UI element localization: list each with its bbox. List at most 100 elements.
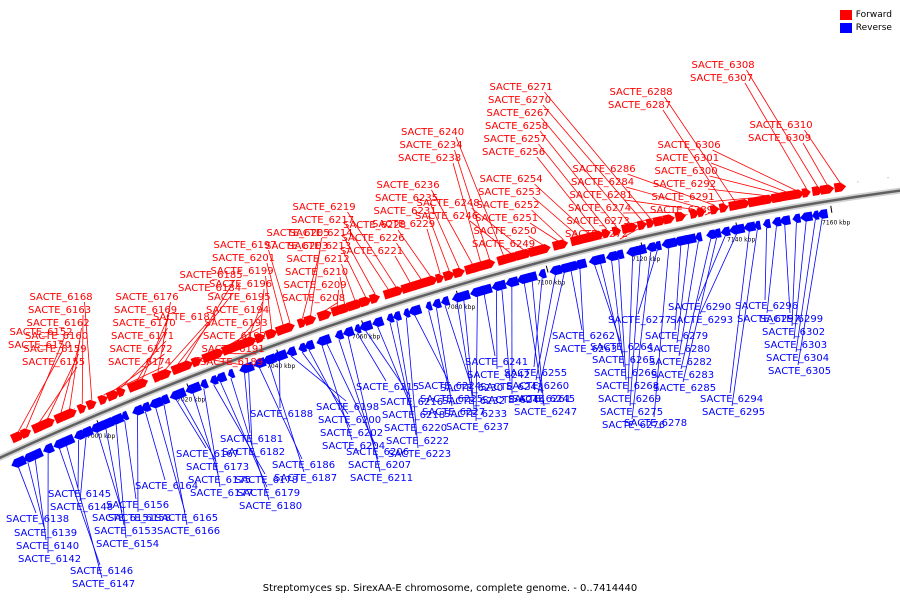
reverse-gene-label: SACTE_6166 [157, 526, 220, 537]
reverse-gene-label: SACTE_6299 [760, 314, 823, 325]
reverse-gene-label: SACTE_6242 [467, 370, 530, 381]
reverse-gene-label: SACTE_6268 [596, 381, 659, 392]
forward-label: Forward [855, 10, 892, 20]
reverse-gene-label: SACTE_6177 [190, 488, 253, 499]
reverse-gene-label: SACTE_6222 [386, 436, 449, 447]
forward-gene-arrow [238, 336, 257, 350]
reverse-gene-label: SACTE_6145 [48, 489, 111, 500]
axis-tick [830, 205, 833, 213]
reverse-gene-label: SACTE_6262 [552, 331, 615, 342]
reverse-gene-arrow [706, 229, 717, 240]
reverse-gene-label: SACTE_6187 [274, 473, 337, 484]
reverse-leader-line [678, 241, 699, 357]
forward-gene-arrow [662, 214, 675, 225]
gene-arrows [9, 182, 847, 468]
forward-gene-label: SACTE_6205 [267, 228, 330, 239]
reverse-gene-label: SACTE_6223 [388, 449, 451, 460]
legend-forward: Forward [839, 10, 892, 20]
forward-gene-label: SACTE_6309 [748, 133, 811, 144]
forward-gene-arrow [97, 394, 108, 406]
reverse-gene-arrow [613, 249, 625, 260]
forward-gene-label: SACTE_6310 [750, 120, 813, 131]
reverse-leader-line [797, 218, 823, 366]
reverse-leader-line [495, 290, 498, 370]
reverse-gene-arrow [403, 308, 411, 318]
reverse-gene-arrow [392, 310, 403, 321]
reverse-gene-arrow [779, 215, 792, 226]
reverse-gene-arrow [176, 387, 187, 398]
reverse-leader-line [653, 247, 670, 418]
reverse-gene-label: SACTE_6139 [14, 528, 77, 539]
axis-tick-label: 7000 kbp [87, 433, 115, 440]
reverse-gene-arrow [565, 260, 578, 272]
forward-gene-label: SACTE_6231 [374, 206, 437, 217]
forward-gene-arrow [756, 194, 775, 206]
forward-leader-line [69, 327, 82, 410]
reverse-gene-arrow [80, 425, 94, 438]
forward-leader-line [227, 327, 260, 346]
forward-leader-line [266, 262, 284, 326]
axis-tick-label: 7160 kbp [822, 220, 850, 227]
reverse-leader-line [27, 462, 45, 528]
reverse-gene-label: SACTE_6151 [92, 513, 155, 524]
reverse-gene-label: SACTE_6255 [504, 368, 567, 379]
reverse-gene-arrow [185, 381, 202, 394]
forward-leader-line [394, 255, 411, 284]
forward-gene-label: SACTE_6155 [22, 357, 85, 368]
reverse-gene-label: SACTE_6165 [155, 513, 218, 524]
reverse-gene-label: SACTE_6140 [16, 541, 79, 552]
reverse-leader-line [268, 363, 305, 473]
reverse-gene-arrow [635, 244, 648, 255]
reverse-gene-arrow [720, 226, 731, 237]
reverse-leader-line [377, 326, 413, 410]
forward-leader-line [746, 69, 819, 187]
forward-gene-arrow [442, 270, 455, 282]
reverse-leader-line [105, 428, 125, 526]
axis-tick-label: 7140 kbp [727, 236, 755, 243]
reverse-gene-label: SACTE_6295 [702, 407, 765, 418]
forward-leader-line [709, 175, 779, 194]
reverse-leader-line [537, 272, 565, 394]
forward-gene-arrow [718, 203, 729, 213]
forward-leader-line [541, 117, 631, 224]
forward-gene-label: SACTE_6217 [291, 215, 354, 226]
reverse-leader-line [180, 397, 217, 462]
forward-leader-line [528, 235, 544, 246]
forward-gene-label: SACTE_6162 [27, 318, 90, 329]
reverse-gene-label: SACTE_6280 [647, 344, 710, 355]
forward-gene-arrow [37, 417, 55, 431]
reverse-gene-arrow [681, 233, 697, 245]
reverse-gene-label: SACTE_6225 [420, 394, 483, 405]
forward-gene-label: SACTE_6281 [570, 190, 633, 201]
axis-tick [545, 265, 549, 273]
reverse-gene-label: SACTE_6138 [6, 514, 69, 525]
reverse-leader-line [230, 377, 270, 501]
forward-gene-label: SACTE_6258 [485, 121, 548, 132]
forward-gene-label: SACTE_6169 [114, 305, 177, 316]
reverse-leader-line [428, 310, 451, 394]
forward-gene-label: SACTE_6150 [8, 340, 71, 351]
reverse-gene-arrow [11, 455, 27, 468]
axis-core [0, 189, 900, 460]
forward-gene-label: SACTE_6238 [398, 153, 461, 164]
reverse-swatch [839, 23, 852, 33]
forward-gene-arrow [60, 408, 77, 421]
reverse-leader-line [17, 466, 37, 514]
forward-gene-arrow [283, 322, 295, 333]
reverse-gene-arrow [28, 447, 44, 461]
reverse-leader-line [533, 278, 543, 368]
reverse-gene-label: SACTE_6200 [318, 415, 381, 426]
axis-tick-label: 7100 kbp [537, 279, 565, 286]
forward-gene-arrow [786, 189, 805, 201]
reverse-leader-line [764, 227, 768, 301]
reverse-gene-arrow [121, 410, 130, 421]
forward-gene-label: SACTE_6196 [209, 279, 272, 290]
forward-gene-label: SACTE_6219 [293, 202, 356, 213]
reverse-leader-line [192, 392, 219, 475]
forward-leader-line [804, 129, 841, 184]
forward-leader-line [542, 104, 643, 222]
forward-leader-line [342, 250, 367, 298]
forward-leader-line [324, 302, 338, 312]
reverse-gene-arrow [762, 218, 772, 229]
gene-labels: SACTE_6150 SACTE_6152 SACTE_6155 SACTE_6159… [6, 60, 831, 590]
